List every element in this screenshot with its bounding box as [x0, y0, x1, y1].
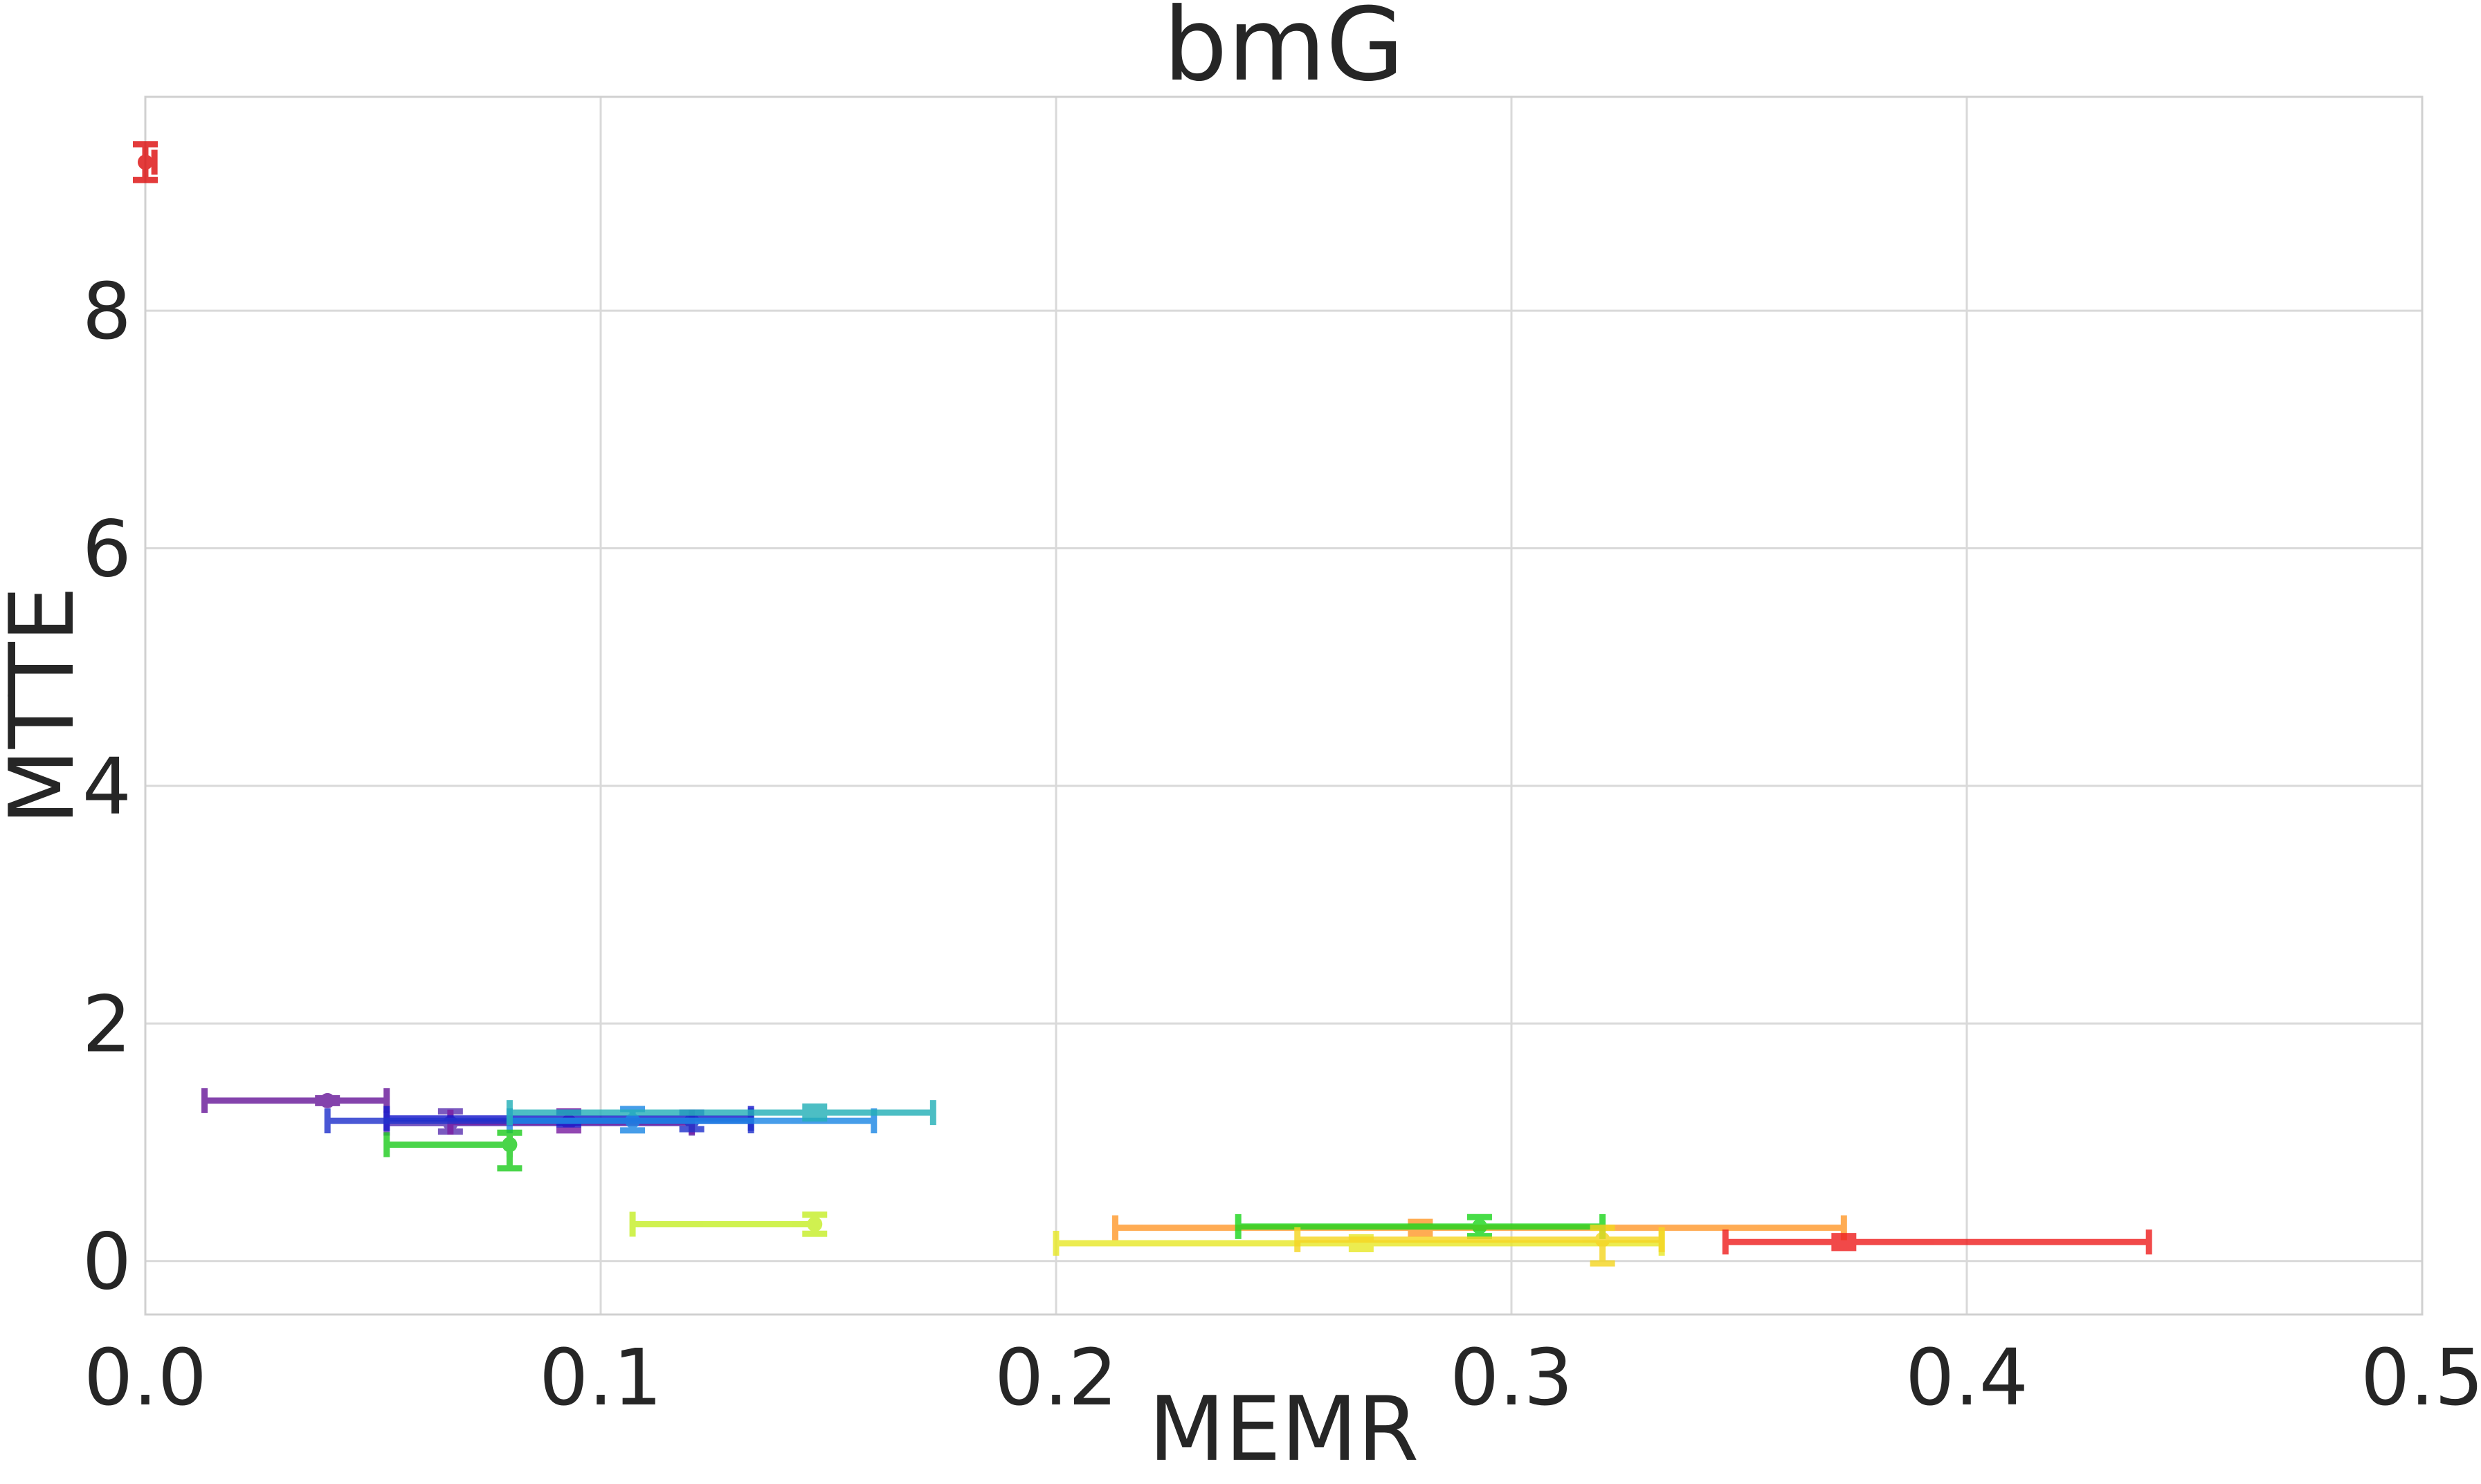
x-tick-label: 0.5 — [2361, 1333, 2481, 1423]
x-tick-label: 0.2 — [994, 1333, 1118, 1423]
x-tick-label: 0.4 — [1905, 1333, 2028, 1423]
data-point — [506, 1100, 936, 1126]
y-tick-label: 6 — [82, 504, 131, 594]
point-marker — [625, 1113, 641, 1129]
point-marker — [807, 1216, 823, 1232]
y-axis-label: MTTE — [0, 586, 94, 825]
plot-frame — [144, 95, 2424, 1316]
x-tick-label: 0.0 — [84, 1333, 207, 1423]
grid-layer — [144, 97, 2424, 1314]
point-marker — [1594, 1231, 1610, 1247]
point-marker — [1836, 1234, 1852, 1250]
x-tick-label: 0.3 — [1450, 1333, 1573, 1423]
point-marker — [807, 1105, 823, 1121]
point-marker — [320, 1092, 336, 1108]
point-marker — [138, 154, 153, 170]
data-point — [1722, 1229, 2152, 1255]
data-point — [629, 1211, 828, 1237]
chart-title: bmG — [1163, 0, 1404, 104]
data-point — [133, 141, 158, 183]
data-point — [201, 1088, 390, 1113]
data-point — [383, 1129, 522, 1172]
data-point — [1053, 1230, 1665, 1256]
marks-layer — [133, 141, 2152, 1267]
y-tick-label: 8 — [82, 267, 131, 357]
ticks-layer: 0.0 0.1 0.2 0.3 0.4 0.5 0 2 4 6 8 — [82, 267, 2481, 1423]
point-marker — [502, 1137, 518, 1153]
data-point — [1235, 1213, 1606, 1240]
y-tick-label: 4 — [82, 742, 131, 832]
x-tick-label: 0.1 — [539, 1333, 662, 1423]
y-tick-label: 2 — [82, 980, 131, 1070]
x-axis-label: MEMR — [1149, 1378, 1419, 1481]
point-marker — [1471, 1218, 1487, 1234]
y-tick-label: 0 — [82, 1218, 131, 1308]
data-point — [1294, 1225, 1665, 1267]
